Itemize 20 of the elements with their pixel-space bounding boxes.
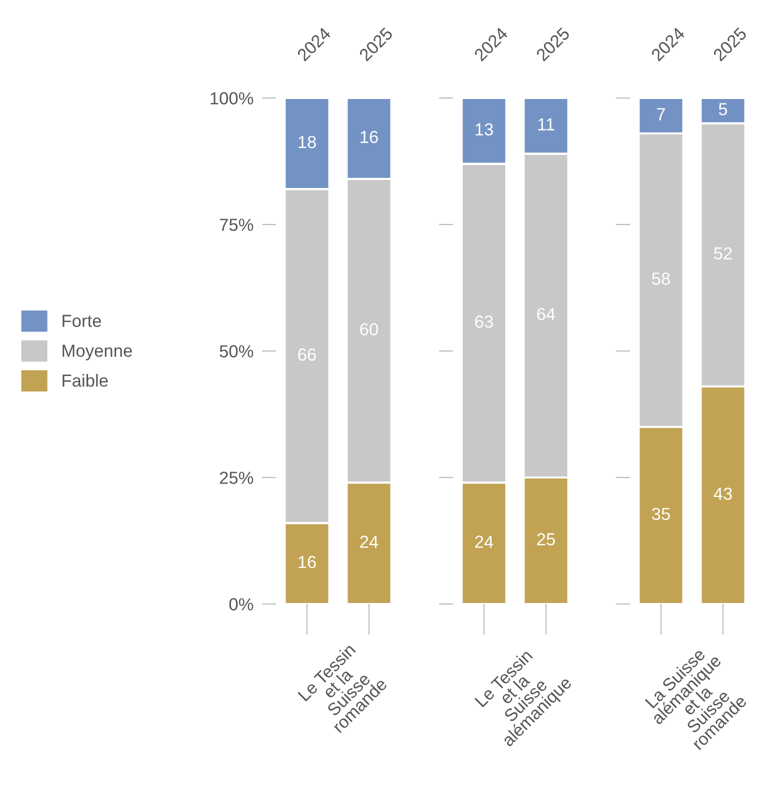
data-label: 16 xyxy=(360,130,378,144)
legend-label: Faible xyxy=(62,374,108,387)
data-label: 43 xyxy=(714,488,732,500)
y-tick-label: 25% xyxy=(220,472,254,484)
y-tick-label: 50% xyxy=(220,345,254,358)
data-label: 24 xyxy=(360,536,378,548)
data-label: 24 xyxy=(475,536,494,548)
data-label: 35 xyxy=(652,508,670,520)
data-label: 18 xyxy=(298,136,316,148)
legend-label: Forte xyxy=(62,314,101,328)
y-tick-label: 0% xyxy=(229,598,254,610)
data-label: 5 xyxy=(718,103,728,116)
y-tick-label: 75% xyxy=(220,218,254,231)
data-label: 7 xyxy=(657,108,665,120)
data-label: 11 xyxy=(538,118,554,130)
data-label: 25 xyxy=(537,533,555,546)
data-label: 16 xyxy=(298,556,316,568)
legend-label: Moyenne xyxy=(62,344,132,360)
y-tick-label: 100% xyxy=(210,92,254,104)
data-label: 13 xyxy=(476,123,493,136)
